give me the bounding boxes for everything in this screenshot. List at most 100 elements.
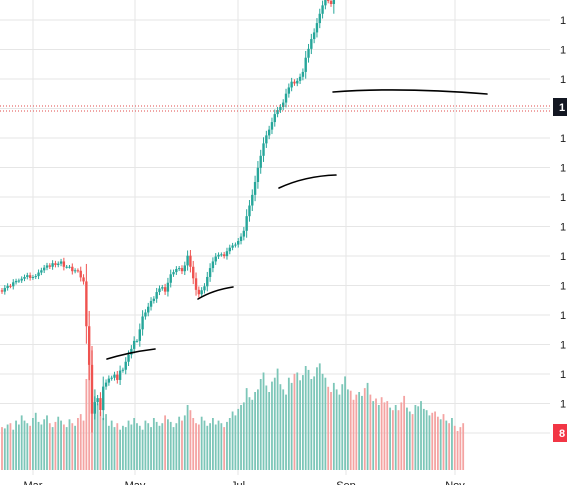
candle-body	[296, 80, 299, 84]
volume-bar	[116, 423, 119, 470]
volume-bar	[403, 395, 406, 470]
candle-body	[248, 205, 251, 217]
volume-bar	[82, 420, 85, 470]
candle-body	[28, 275, 32, 278]
volume-bar	[127, 420, 130, 470]
volume-bar	[164, 415, 167, 470]
candle-body	[158, 288, 161, 293]
candle-body	[175, 268, 178, 273]
volume-bar	[119, 429, 122, 470]
volume-bar	[265, 385, 268, 470]
candle-body	[276, 110, 279, 115]
candle-body	[321, 5, 324, 14]
volume-bar	[327, 386, 330, 470]
candle-body	[312, 32, 316, 40]
candle-body	[180, 268, 184, 272]
volume-bar	[138, 425, 141, 470]
volume-bar	[65, 427, 68, 470]
x-tick-label: Nov	[445, 480, 465, 485]
y-tick-label: 1	[560, 192, 566, 204]
volume-bar	[3, 428, 6, 470]
candle-body	[99, 398, 102, 411]
volume-bar	[310, 379, 313, 470]
candle-body	[324, 0, 327, 6]
candle-body	[65, 266, 68, 268]
x-tick-label: Jul	[231, 480, 245, 485]
x-tick-label: Sep	[336, 480, 356, 485]
candle-body	[79, 270, 82, 278]
volume-badge-label: 8	[559, 428, 565, 440]
candle-body	[85, 281, 88, 327]
candle-body	[3, 288, 7, 292]
volume-bar	[290, 382, 293, 470]
volume-bar	[422, 408, 425, 470]
volume-bar	[71, 423, 74, 470]
volume-bar	[167, 419, 169, 470]
candle-body	[166, 282, 170, 292]
volume-bar	[439, 419, 442, 470]
candle-body	[169, 274, 172, 283]
candle-body	[76, 270, 80, 272]
volume-bar	[420, 401, 422, 470]
volume-bar	[226, 421, 228, 470]
candle-body	[214, 256, 217, 262]
candle-body	[149, 300, 153, 307]
volume-bar	[172, 427, 175, 470]
candle-body	[12, 282, 15, 287]
candle-body	[130, 348, 133, 355]
candle-body	[262, 143, 265, 156]
volume-bar	[341, 384, 344, 470]
drawn-trend-curves	[106, 89, 488, 360]
candle-body	[251, 194, 254, 206]
trend-curve	[197, 286, 234, 300]
volume-bar	[248, 397, 251, 470]
candle-body	[307, 48, 310, 58]
y-tick-label: 1	[560, 399, 566, 411]
candle-body	[315, 23, 319, 33]
volume-bar	[372, 401, 375, 470]
candle-body	[6, 285, 9, 289]
volume-bar	[386, 401, 389, 470]
volume-bar	[29, 425, 32, 470]
volume-bar	[203, 420, 206, 470]
volume-bar	[74, 425, 77, 470]
y-tick-label: 1	[560, 281, 566, 293]
volume-bar	[113, 427, 116, 470]
candle-body	[127, 354, 130, 362]
candle-body	[208, 268, 212, 277]
x-tick-label: Mar	[24, 480, 43, 485]
volume-bar	[46, 415, 48, 470]
volume-bar	[54, 421, 57, 470]
volume-bar	[301, 375, 304, 470]
volume-bar	[400, 402, 403, 470]
candle-body	[298, 76, 302, 81]
volume-bar	[183, 415, 186, 470]
volume-badge	[553, 424, 567, 442]
volume-bar	[391, 410, 394, 470]
candle-body	[144, 312, 147, 317]
volume-bar	[102, 418, 105, 470]
volume-bar	[335, 389, 338, 470]
volume-bar	[197, 424, 200, 470]
volume-bar	[330, 392, 332, 470]
volume-bar	[411, 414, 414, 470]
candle-body	[293, 81, 296, 84]
candle-body	[59, 261, 63, 264]
volume-bar	[79, 414, 82, 470]
volume-bar	[34, 412, 37, 470]
candle-body	[37, 272, 40, 277]
volume-bar	[304, 366, 307, 470]
y-tick-label: 1	[560, 15, 566, 27]
volume-bar	[346, 389, 349, 470]
candle-body	[265, 135, 268, 144]
volume-bar	[352, 399, 355, 470]
volume-bar	[377, 405, 380, 470]
volume-bar	[257, 389, 259, 470]
candle-body	[0, 290, 4, 292]
candle-body	[186, 255, 189, 266]
candle-body	[206, 276, 209, 287]
y-tick-label: 1	[560, 310, 566, 322]
candle-body	[116, 374, 119, 380]
candle-body	[107, 378, 111, 383]
volume-bar	[186, 405, 189, 470]
